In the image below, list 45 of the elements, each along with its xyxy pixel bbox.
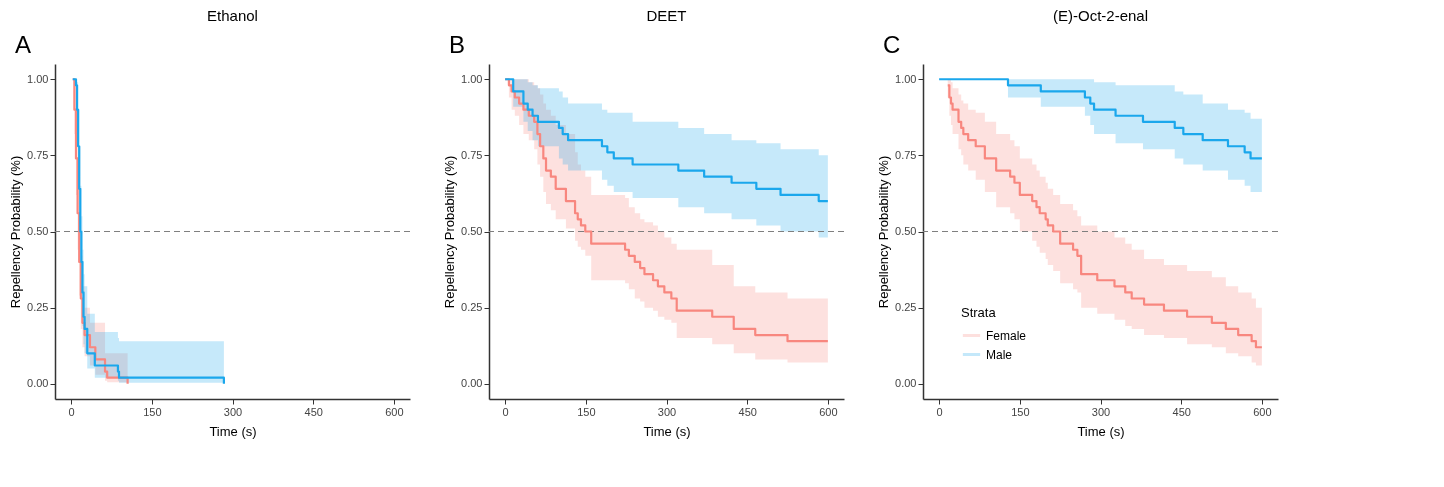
chart-title: (E)-Oct-2-enal (1052, 7, 1149, 24)
y-tick-label: 0.25 (461, 301, 483, 314)
x-tick-label: 300 (1091, 405, 1111, 418)
text: C (883, 31, 901, 58)
y-tick-label: 1.00 (895, 72, 917, 85)
x-tick-label: 0 (68, 405, 75, 418)
y-tick-label: 1.00 (461, 72, 483, 85)
y-tick-label: 0.00 (27, 377, 49, 390)
legend-title: Strata (961, 305, 997, 320)
y-axis-title: Repellency Probability (%) (8, 155, 24, 309)
x-tick-label: 0 (502, 405, 509, 418)
x-tick-label: 150 (143, 405, 162, 418)
x-tick-label: 300 (223, 405, 243, 418)
y-tick-label: 0.25 (895, 301, 917, 314)
y-tick-label: 0.25 (27, 301, 49, 314)
y-tick-label: 0.50 (27, 225, 49, 237)
y-tick-label: 0.75 (461, 148, 483, 161)
x-tick-label: 600 (819, 405, 838, 418)
y-tick-label: 0.00 (461, 377, 483, 390)
y-axis-title: Repellency Probability (%) (442, 155, 458, 309)
x-tick-label: 600 (1253, 405, 1272, 418)
y-tick-label: 0.50 (461, 225, 483, 237)
x-axis-title: Time (s) (643, 423, 691, 439)
x-axis-title: Time (s) (1077, 423, 1125, 439)
legend-label: Male (986, 347, 1013, 362)
x-tick-label: 0 (936, 405, 943, 418)
y-tick-label: 0.00 (895, 377, 917, 390)
chart-title: Ethanol (207, 7, 258, 24)
x-tick-label: 150 (1011, 405, 1030, 418)
y-tick-label: 0.75 (895, 148, 917, 161)
y-tick-label: 1.00 (27, 72, 49, 85)
legend-label: Female (986, 328, 1027, 343)
x-tick-label: 450 (304, 405, 323, 418)
text: A (15, 31, 32, 58)
x-tick-label: 600 (385, 405, 404, 418)
y-tick-label: 0.75 (27, 148, 49, 161)
x-axis-title: Time (s) (209, 423, 257, 439)
x-tick-label: 450 (738, 405, 757, 418)
x-tick-label: 150 (577, 405, 596, 418)
y-tick-label: 0.50 (895, 225, 917, 237)
chart-title: DEET (646, 7, 687, 24)
x-tick-label: 450 (1172, 405, 1191, 418)
y-axis-title: Repellency Probability (%) (876, 155, 892, 309)
x-tick-label: 300 (657, 405, 677, 418)
text: B (449, 31, 466, 58)
